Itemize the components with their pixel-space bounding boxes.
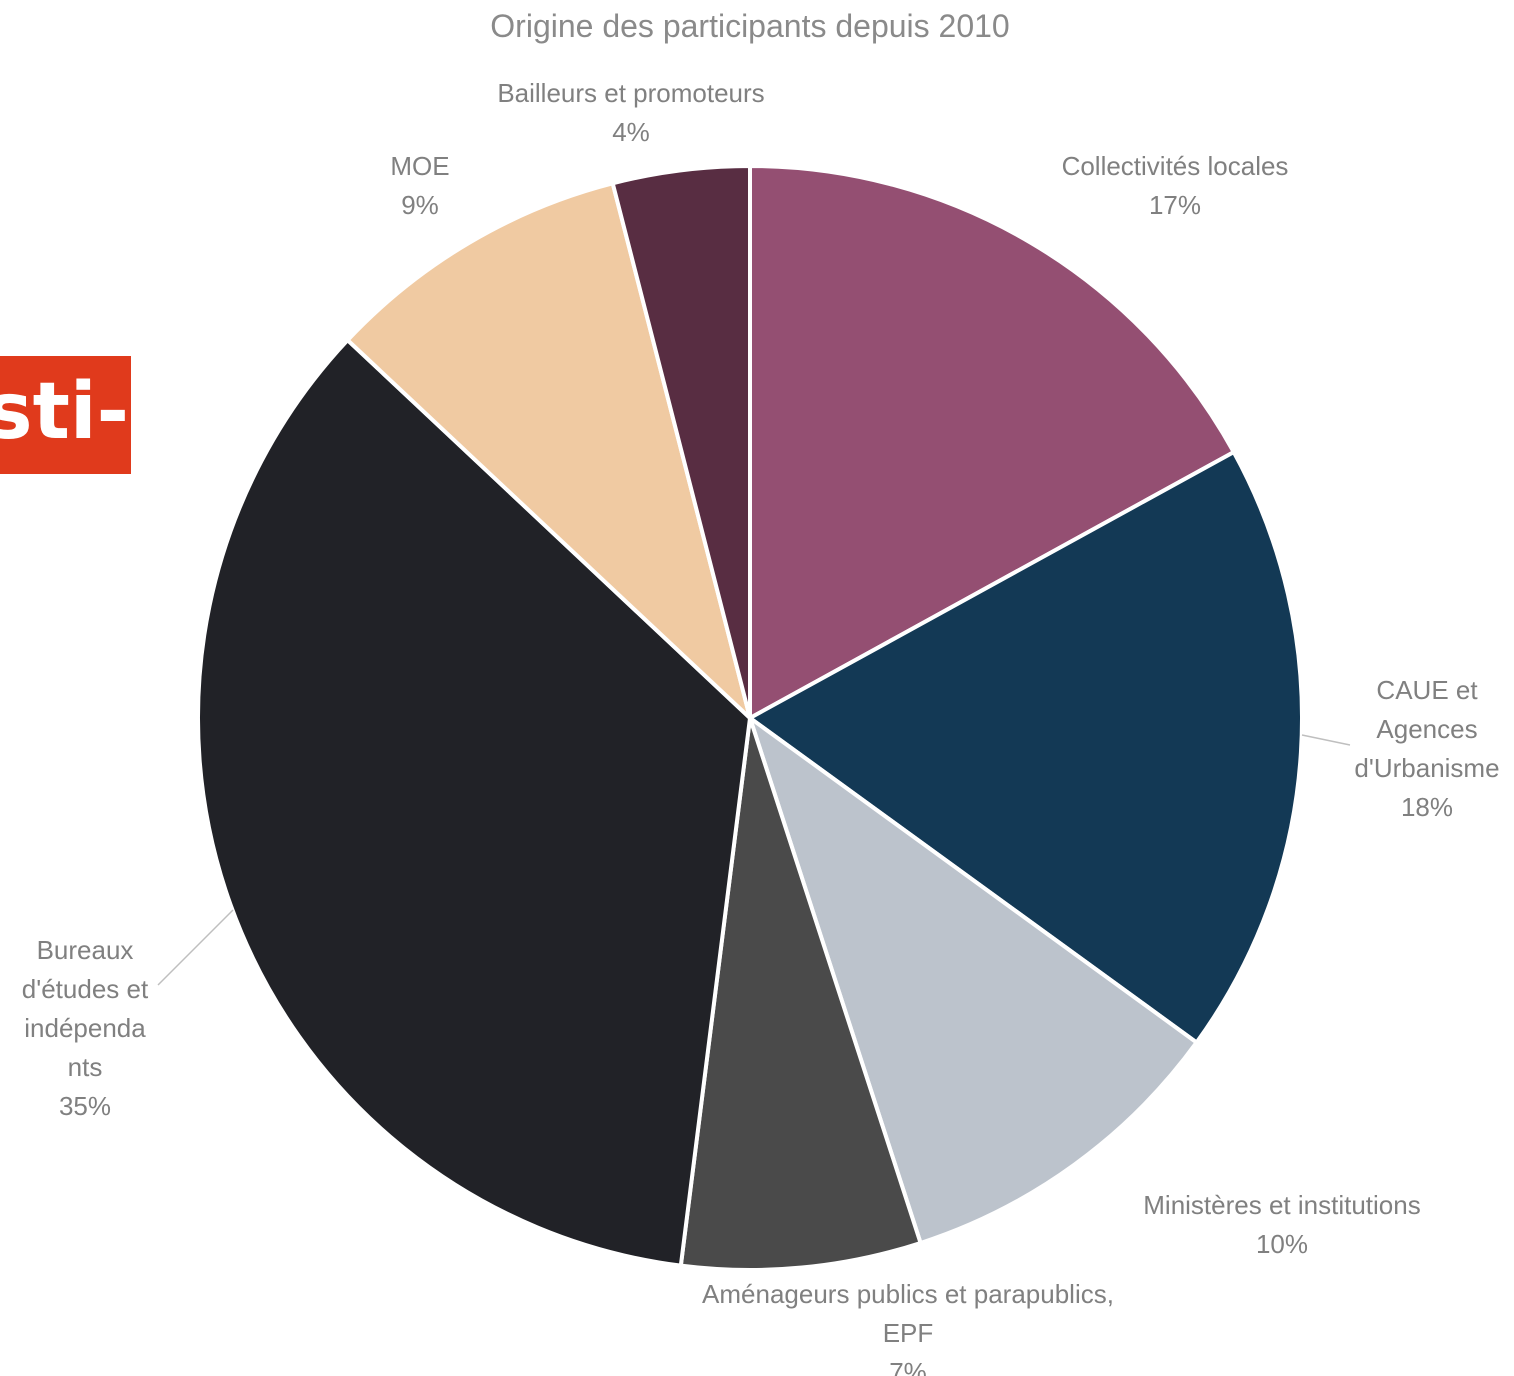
data-label-line: Collectivités locales — [1062, 151, 1289, 181]
data-label: Ministères et institutions 10% — [1143, 1190, 1420, 1259]
data-label: Collectivités locales 17% — [1062, 151, 1289, 220]
data-label-line: MOE — [390, 151, 449, 181]
data-label: MOE 9% — [390, 151, 449, 220]
data-label-value: 18% — [1401, 792, 1453, 822]
pie-slice — [746, 712, 1200, 1246]
logo-text: esti- — [0, 367, 129, 457]
pie-slice — [344, 180, 754, 725]
data-label-line: d'Urbanisme — [1354, 753, 1499, 783]
pie-slice — [746, 449, 1304, 1046]
data-label-value: 7% — [889, 1357, 927, 1376]
data-label-value: 9% — [401, 190, 439, 220]
data-label-value: 17% — [1149, 190, 1201, 220]
data-label: Bureaux d'études et indépenda nts 35% — [22, 935, 149, 1121]
pie-slice — [196, 337, 753, 1268]
pie-slice — [610, 163, 752, 719]
data-label-value: 10% — [1256, 1229, 1308, 1259]
data-label: Bailleurs et promoteurs 4% — [497, 78, 764, 147]
data-label-line: indépenda — [24, 1013, 146, 1043]
data-label: Aménageurs publics et parapublics, EPF 7% — [702, 1279, 1114, 1376]
data-label-line: d'études et — [22, 974, 149, 1004]
pie-slice — [678, 717, 924, 1272]
data-label-line: Ministères et institutions — [1143, 1190, 1420, 1220]
data-label-line: EPF — [883, 1318, 934, 1348]
pie-slices — [196, 163, 1304, 1272]
data-labels: Collectivités locales 17% CAUE et Agences d'… — [22, 78, 1500, 1376]
data-label-line: Aménageurs publics et parapublics, — [702, 1279, 1114, 1309]
data-label-line: Agences — [1376, 714, 1477, 744]
chart-title: Origine des participants depuis 2010 — [490, 8, 1009, 44]
data-label-line: nts — [68, 1052, 103, 1082]
logo-badge: esti- — [0, 356, 131, 474]
data-label-value: 35% — [59, 1091, 111, 1121]
data-label-line: Bureaux — [37, 935, 134, 965]
data-label: CAUE et Agences d'Urbanisme 18% — [1354, 675, 1499, 822]
data-label-value: 4% — [612, 117, 650, 147]
leader-line — [157, 909, 234, 986]
leader-line — [1301, 734, 1351, 746]
data-label-line: CAUE et — [1376, 675, 1478, 705]
pie-slice — [748, 163, 1237, 722]
leader-lines — [157, 734, 1351, 986]
data-label-line: Bailleurs et promoteurs — [497, 78, 764, 108]
